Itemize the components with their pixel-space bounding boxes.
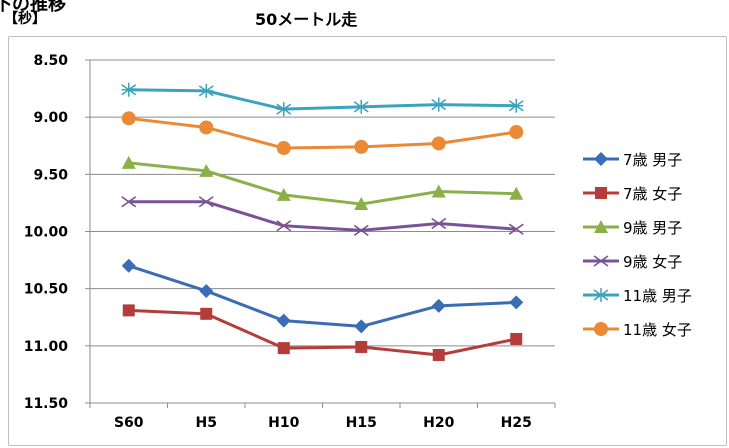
data-point: [276, 187, 291, 201]
series-1: [121, 258, 524, 334]
legend-item: 11歳 女子: [583, 321, 692, 339]
data-point: [355, 340, 368, 353]
data-point: [432, 348, 445, 361]
data-point: [353, 224, 369, 237]
data-point: [354, 197, 369, 211]
page-heading: 下の推移: [0, 0, 66, 15]
data-point: [199, 120, 214, 135]
series-line: [128, 161, 517, 206]
legend-item: 9歳 女子: [583, 253, 682, 271]
data-point: [510, 332, 523, 345]
axes: [85, 59, 556, 408]
data-point: [198, 83, 214, 98]
x-tick-label: S60: [114, 415, 144, 431]
marker-star: [593, 288, 609, 302]
series-6: [121, 111, 524, 156]
series-2: [122, 304, 523, 361]
y-tick-label: 11.50: [24, 396, 69, 412]
y-tick-label: 11.00: [24, 339, 69, 355]
y-tick-labels: 8.50 9.00 9.50 10.00 10.50 11.00 11.50: [24, 53, 69, 412]
legend-label: 9歳 男子: [623, 219, 682, 237]
y-tick-label: 10.00: [24, 225, 69, 241]
data-point: [122, 304, 135, 317]
legend-label: 11歳 女子: [623, 321, 692, 339]
data-point: [276, 141, 291, 156]
data-point: [199, 163, 214, 177]
data-point: [353, 99, 369, 114]
legend-label: 11歳 男子: [623, 287, 692, 305]
legend-item: 9歳 男子: [583, 219, 682, 237]
data-point: [121, 155, 136, 169]
chart-title: 50メートル走: [255, 10, 358, 29]
data-point: [431, 298, 446, 313]
data-point: [509, 125, 524, 140]
data-point: [277, 342, 290, 355]
data-point: [121, 258, 136, 273]
x-tick-label: H10: [268, 415, 299, 431]
chart-frame: [8, 36, 727, 446]
data-point: [431, 97, 447, 112]
data-point: [200, 307, 213, 320]
marker-x: [593, 255, 609, 267]
data-point: [431, 136, 446, 151]
y-unit-label: 【秒】: [4, 11, 46, 27]
data-point: [121, 82, 137, 97]
series-4: [121, 196, 524, 237]
data-point: [354, 319, 369, 334]
series-5: [121, 82, 524, 117]
y-tick-label: 8.50: [33, 53, 68, 69]
data-point: [509, 186, 524, 200]
data-point: [431, 184, 446, 198]
legend-item: 11歳 男子: [583, 287, 692, 305]
y-tick-label: 10.50: [24, 282, 69, 298]
legend-item: 7歳 女子: [583, 185, 682, 203]
series-line: [128, 116, 517, 150]
legend-item: 7歳 男子: [583, 151, 682, 169]
series-line: [128, 308, 517, 357]
marker-square: [595, 187, 607, 199]
data-series: [121, 82, 524, 361]
data-point: [276, 220, 292, 232]
x-tick-label: H5: [196, 415, 217, 431]
data-point: [121, 111, 136, 126]
y-tick-label: 9.50: [33, 167, 68, 183]
legend-label: 7歳 女子: [623, 185, 682, 203]
legend-label: 9歳 女子: [623, 253, 682, 271]
data-point: [431, 217, 447, 230]
data-point: [508, 223, 524, 235]
x-tick-labels: S60 H5 H10 H15 H20 H25: [114, 415, 532, 431]
data-point: [198, 196, 214, 208]
series-3: [121, 155, 524, 211]
x-tick-label: H25: [501, 415, 532, 431]
series-line: [128, 200, 517, 232]
data-point: [354, 139, 369, 154]
y-tick-label: 9.00: [33, 110, 68, 126]
x-tick-label: H20: [423, 415, 454, 431]
x-tick-label: H15: [346, 415, 377, 431]
marker-triangle: [594, 220, 608, 233]
legend-label: 7歳 男子: [623, 151, 682, 169]
data-point: [276, 102, 292, 117]
marker-diamond: [594, 152, 608, 166]
legend: 7歳 男子 7歳 女子 9歳 男子 9歳 女子 11歳 男子 11歳 女子: [583, 151, 692, 339]
data-point: [508, 98, 524, 113]
grid-lines: [90, 59, 555, 404]
data-point: [121, 196, 137, 208]
data-point: [276, 313, 291, 328]
data-point: [509, 295, 524, 310]
series-line: [128, 264, 517, 328]
series-line: [128, 88, 517, 111]
marker-circle: [594, 322, 608, 336]
data-point: [199, 283, 214, 298]
